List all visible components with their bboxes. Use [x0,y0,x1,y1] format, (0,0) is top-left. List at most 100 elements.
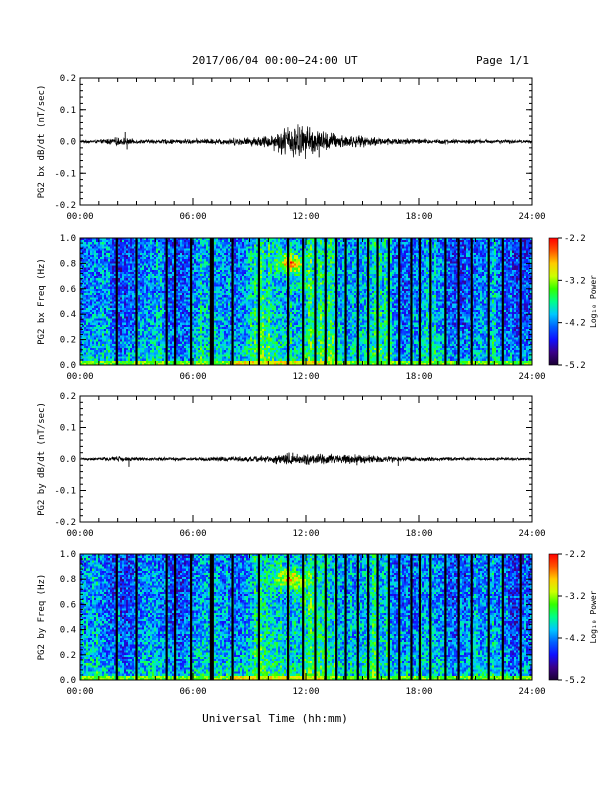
spectrogram-cell [106,254,109,258]
spectrogram-cell [102,335,105,338]
spectrogram-cell [106,259,109,262]
spectrogram-cell [84,288,87,292]
spectrogram-cell [106,278,109,281]
spectrogram-cell [92,335,95,338]
spectrogram-cell [84,254,87,258]
spectrogram-cell [106,322,109,326]
spectrogram-cell [106,307,109,311]
spectrogram-cell [100,329,103,332]
spectrogram-cell [104,301,107,305]
spectrogram-cell [110,280,113,283]
spectrogram-cell [102,242,105,245]
spectrogram-cell [88,301,91,305]
spectrogram-cell [82,299,85,302]
spectrogram-cell [112,284,115,288]
spectrogram-cell [110,312,113,315]
spectrogram-cell [106,267,109,271]
spectrogram-cell [104,293,107,296]
spectrogram-cell [112,278,115,281]
spectrogram-cell [94,316,97,319]
spectrogram-cell [100,257,103,260]
spectrogram-cell [102,348,105,351]
spectrogram-cell [96,345,99,349]
spectrogram-cell [88,309,91,313]
spectrogram-cell [112,263,115,266]
spectrogram-cell [100,362,103,366]
spectrogram-cell [106,350,109,353]
spectrogram-cell [98,341,101,345]
spectrogram-cell [80,335,83,338]
spectrogram-cell [84,337,87,340]
spectrogram-cell [80,301,83,305]
spectrogram-cell [90,269,93,273]
spectrogram-cell [100,331,103,334]
spectrogram-cell [104,362,107,366]
spectrogram-cell [80,250,83,254]
spectrogram-cell [100,252,103,256]
spectrogram-cell [98,290,101,294]
spectrogram-cell [102,250,105,254]
spectrogram-cell [112,286,115,290]
spectrogram-cell [106,343,109,347]
spectrogram-cell [110,320,113,324]
spectrogram-cell [104,299,107,302]
spectrogram-cell [86,252,89,256]
spectrogram-cell [110,240,113,243]
spectrogram-cell [90,288,93,292]
spectrogram-cell [110,259,113,262]
spectrogram-cell [82,282,85,285]
spectrogram-cell [102,293,105,296]
spectrogram-cell [90,358,93,362]
spectrogram-cell [106,269,109,273]
spectrogram-cell [98,354,101,357]
spectrogram-cell [104,360,107,364]
spectrogram-cell [82,242,85,245]
spectrogram-cell [84,343,87,347]
spectrogram-cell [104,261,107,264]
spectrogram-cell [104,314,107,317]
spectrogram-cell [96,337,99,340]
spectrogram-cell [110,335,113,338]
spectrogram-cell [92,246,95,249]
spectrogram-cell [96,252,99,256]
spectrogram-cell [96,242,99,245]
spectrogram-cell [100,324,103,328]
spectrogram-cell [96,250,99,254]
spectrogram-cell [84,284,87,288]
spectrogram-cell [82,314,85,317]
spectrogram-cell [110,337,113,340]
spectrogram-cell [86,299,89,302]
spectrogram-cell [112,269,115,273]
spectrogram-cell [100,248,103,252]
spectrogram-cell [112,295,115,298]
spectrogram-cell [80,244,83,247]
spectrogram-cell [112,261,115,264]
spectrogram-cell [98,316,101,319]
spectrogram-cell [94,261,97,264]
spectrogram-cell [84,335,87,338]
spectrogram-cell [104,297,107,300]
spectrogram-cell [102,263,105,266]
spectrogram-cell [92,297,95,300]
spectrogram-cell [100,337,103,340]
spectrogram-cell [90,356,93,360]
spectrogram-cell [108,282,111,285]
spectrogram-cell [84,246,87,249]
spectrogram-cell [84,329,87,332]
spectrogram-cell [88,242,91,245]
spectrogram-cell [114,238,117,241]
spectrogram-cell [112,341,115,345]
spectrogram-cell [80,360,83,364]
spectrogram-cell [92,240,95,243]
spectrogram-cell [92,345,95,349]
spectrogram-cell [86,261,89,264]
spectrogram-cell [86,297,89,300]
spectrogram-cell [84,290,87,294]
spectrogram-cell [110,316,113,319]
spectrogram-cell [100,301,103,305]
spectrogram-cell [98,303,101,307]
spectrogram-cell [86,278,89,281]
spectrogram-cell [108,280,111,283]
spectrogram-cell [102,329,105,332]
spectrogram-cell [92,337,95,340]
